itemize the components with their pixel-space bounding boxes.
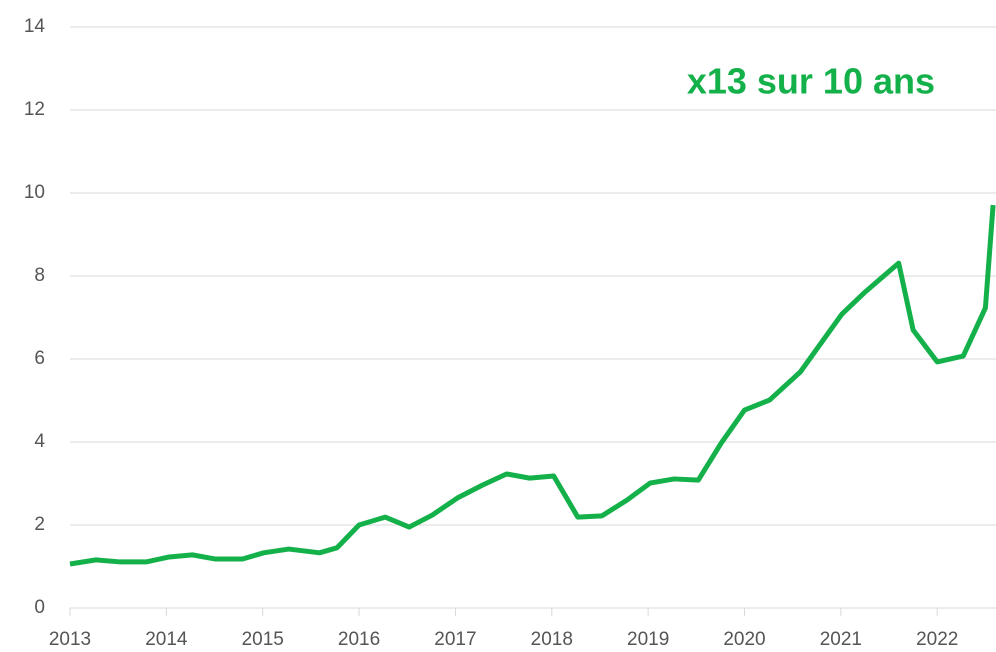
x-tick-label: 2022 [916,629,958,650]
x-tick-label: 2017 [434,629,476,650]
x-tick-label: 2020 [723,629,765,650]
x-tick-label: 2019 [627,629,669,650]
x-tick-label: 2014 [145,629,188,650]
y-tick-label: 4 [34,431,45,452]
annotation: x13 sur 10 ans [687,61,935,102]
x-tick-label: 2021 [820,629,862,650]
y-tick-label: 0 [34,597,45,618]
y-tick-label: 12 [24,99,45,120]
x-tick-label: 2018 [531,629,573,650]
y-tick-label: 14 [24,16,46,37]
line [69,204,996,567]
y-tick-label: 8 [34,265,45,286]
x-tick-label: 2016 [338,629,380,650]
x-tick-label: 2015 [242,629,284,650]
y-tick-label: 2 [34,514,45,535]
x-tick-label: 2013 [49,629,91,650]
y-tick-label: 10 [24,182,45,203]
y-tick-label: 6 [34,348,45,369]
